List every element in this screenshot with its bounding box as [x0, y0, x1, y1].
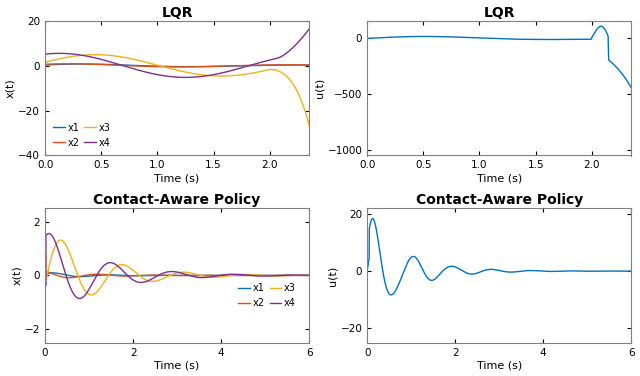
Y-axis label: x(t): x(t) [12, 265, 22, 285]
Y-axis label: x(t): x(t) [6, 78, 15, 98]
Y-axis label: u(t): u(t) [315, 78, 324, 98]
X-axis label: Time (s): Time (s) [154, 173, 200, 183]
Title: Contact-Aware Policy: Contact-Aware Policy [93, 193, 260, 207]
Legend: x1, x2, x3, x4: x1, x2, x3, x4 [50, 120, 114, 151]
X-axis label: Time (s): Time (s) [477, 173, 522, 183]
Title: LQR: LQR [161, 6, 193, 20]
Legend: x1, x2, x3, x4: x1, x2, x3, x4 [235, 280, 299, 311]
Title: Contact-Aware Policy: Contact-Aware Policy [415, 193, 583, 207]
Title: LQR: LQR [483, 6, 515, 20]
X-axis label: Time (s): Time (s) [154, 361, 200, 370]
X-axis label: Time (s): Time (s) [477, 361, 522, 370]
Y-axis label: u(t): u(t) [328, 265, 338, 285]
